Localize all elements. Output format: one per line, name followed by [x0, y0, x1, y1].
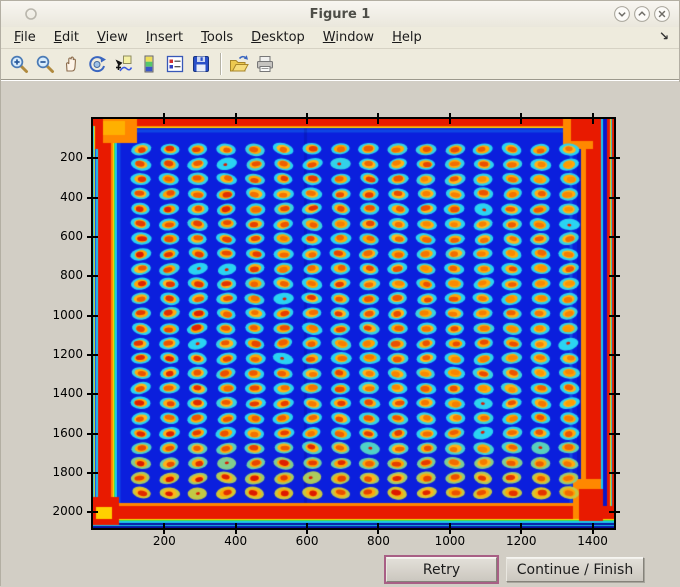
y-tick-label: 1200	[52, 346, 83, 361]
x-tick-mark	[306, 113, 309, 124]
x-tick-mark	[306, 523, 309, 534]
menu-view[interactable]: View	[96, 30, 128, 45]
continue-finish-button[interactable]: Continue / Finish	[506, 557, 644, 582]
x-tick-mark	[163, 113, 166, 124]
y-tick-mark	[609, 471, 620, 474]
x-tick-mark	[448, 113, 451, 124]
x-tick-label: 200	[152, 534, 176, 548]
y-tick-label: 1000	[52, 307, 83, 322]
y-tick-label: 1400	[52, 386, 83, 401]
maximize-button[interactable]	[633, 5, 651, 23]
y-tick-label: 400	[60, 189, 83, 204]
plate-heatmap-image[interactable]	[93, 119, 614, 528]
window-menu-icon[interactable]	[23, 6, 39, 22]
pan-icon[interactable]	[59, 52, 83, 76]
x-tick-mark	[377, 113, 380, 124]
y-tick-label: 600	[60, 228, 83, 243]
figure-toolbar	[1, 49, 679, 80]
menu-tools[interactable]: Tools	[201, 30, 234, 45]
close-button[interactable]	[653, 5, 671, 23]
x-tick-label: 600	[295, 534, 319, 548]
y-tick-mark	[87, 157, 98, 160]
print-icon[interactable]	[253, 52, 277, 76]
x-tick-mark	[163, 523, 166, 534]
y-tick-mark	[87, 353, 98, 356]
x-tick-label: 400	[224, 534, 248, 548]
menu-edit[interactable]: Edit	[53, 30, 79, 45]
x-tick-mark	[234, 113, 237, 124]
legend-icon[interactable]	[163, 52, 187, 76]
menu-help[interactable]: Help	[392, 30, 422, 45]
data-cursor-icon[interactable]	[111, 52, 135, 76]
y-tick-mark	[87, 275, 98, 278]
y-tick-mark	[609, 235, 620, 238]
y-tick-label: 800	[60, 268, 83, 283]
menu-window[interactable]: Window	[322, 30, 375, 45]
zoom-in-icon[interactable]	[7, 52, 31, 76]
menubar: File Edit View Insert Tools Desktop Window Help…	[1, 27, 679, 49]
y-tick-mark	[609, 275, 620, 278]
zoom-out-icon[interactable]	[33, 52, 57, 76]
y-tick-label: 1600	[52, 425, 83, 440]
y-tick-label: 1800	[52, 464, 83, 479]
axes: 200 400 600 800 1000 1200 1400 200 400 600 800 1000…	[52, 113, 620, 548]
window-title: Figure 1	[309, 6, 371, 22]
window-controls	[613, 5, 671, 23]
x-tick-mark	[448, 523, 451, 534]
y-tick-mark	[609, 393, 620, 396]
y-tick-mark	[609, 353, 620, 356]
x-tick-mark	[234, 523, 237, 534]
menu-desktop[interactable]: Desktop	[251, 30, 305, 45]
open-icon[interactable]	[227, 52, 251, 76]
y-tick-mark	[87, 511, 98, 514]
x-tick-label: 1400	[577, 534, 608, 548]
x-tick-mark	[591, 523, 594, 534]
y-tick-mark	[87, 471, 98, 474]
toolbar-separator	[220, 53, 222, 75]
x-tick-mark	[377, 523, 380, 534]
titlebar[interactable]: Figure 1	[1, 1, 679, 28]
x-tick-label: 800	[367, 534, 390, 548]
x-tick-label: 1000	[434, 534, 466, 548]
y-tick-mark	[609, 157, 620, 160]
x-tick-mark	[591, 113, 594, 124]
y-tick-mark	[87, 314, 98, 317]
y-tick-mark	[87, 196, 98, 199]
menu-insert[interactable]: Insert	[145, 30, 184, 45]
y-tick-label: 200	[60, 150, 83, 165]
colorbar-icon[interactable]	[137, 52, 161, 76]
minimize-button[interactable]	[613, 5, 631, 23]
save-icon[interactable]	[189, 52, 213, 76]
y-tick-mark	[87, 432, 98, 435]
x-tick-label: 1200	[505, 534, 537, 548]
rotate-3d-icon[interactable]	[85, 52, 109, 76]
x-tick-mark	[520, 523, 523, 534]
dock-figure-icon[interactable]: ↘	[658, 29, 669, 43]
y-tick-mark	[609, 314, 620, 317]
y-tick-label: 2000	[52, 504, 83, 519]
menu-file[interactable]: File	[14, 30, 36, 45]
y-tick-mark	[609, 511, 620, 514]
figure-canvas-area: 200 400 600 800 1000 1200 1400 200 400 600 800 1000…	[1, 82, 680, 587]
retry-button[interactable]: Retry	[384, 555, 499, 584]
y-tick-mark	[87, 393, 98, 396]
y-tick-mark	[609, 196, 620, 199]
y-tick-mark	[87, 235, 98, 238]
y-tick-mark	[609, 432, 620, 435]
x-tick-mark	[520, 113, 523, 124]
